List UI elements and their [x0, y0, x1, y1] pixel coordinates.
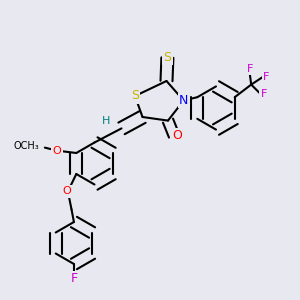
Text: F: F: [70, 272, 77, 286]
Text: S: S: [164, 51, 171, 64]
Text: F: F: [261, 88, 267, 99]
Text: S: S: [131, 89, 139, 103]
Text: F: F: [263, 72, 269, 82]
Text: H: H: [102, 116, 111, 126]
Text: O: O: [173, 129, 182, 142]
Text: N: N: [179, 94, 188, 107]
Text: OCH₃: OCH₃: [14, 141, 39, 151]
Text: F: F: [247, 64, 253, 74]
Text: O: O: [52, 146, 61, 156]
Text: O: O: [62, 186, 71, 197]
